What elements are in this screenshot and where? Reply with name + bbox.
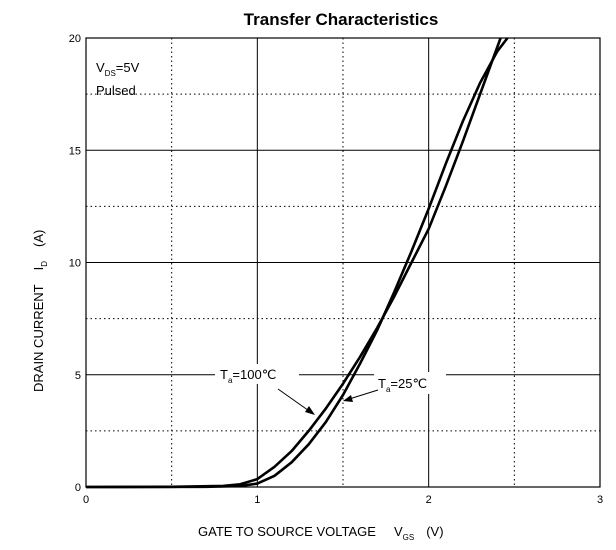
label-bg-25c [374,372,446,394]
plot-frame [85,37,601,488]
series-label-25c: Ta=25℃ [378,376,427,394]
y-axis-label: DRAIN CURRENTID(A) [31,230,49,392]
label-bg-100c [215,364,299,384]
leader-25c-arrow [343,395,353,402]
y-tick-label: 10 [69,258,81,270]
y-tick-label: 20 [69,33,81,45]
y-tick-label: 0 [75,482,81,494]
series-label-100c: Ta=100℃ [220,367,276,385]
leader-100c-arrow [305,406,315,415]
y-tick-label: 5 [75,370,81,382]
series-lines [85,37,509,489]
x-axis-label: GATE TO SOURCE VOLTAGE VGS (V) [198,524,444,542]
series-line-100c [85,37,502,489]
leader-100c [277,388,313,414]
tick-labels: 0 1 2 3 0 5 10 15 20 [69,33,603,506]
plot-border [85,37,601,488]
vds-condition: VDS=5V [96,60,140,78]
x-tick-label: 2 [426,494,432,506]
x-tick-label: 3 [597,494,603,506]
conditions-box: VDS=5V Pulsed [96,60,140,98]
chart-title: Transfer Characteristics [244,10,439,29]
x-tick-label: 1 [254,494,260,506]
x-tick-label: 0 [83,494,89,506]
series-line-25c [85,37,509,489]
pulsed-condition: Pulsed [96,83,136,98]
grid-lines [86,38,600,487]
y-tick-label: 15 [69,145,81,157]
